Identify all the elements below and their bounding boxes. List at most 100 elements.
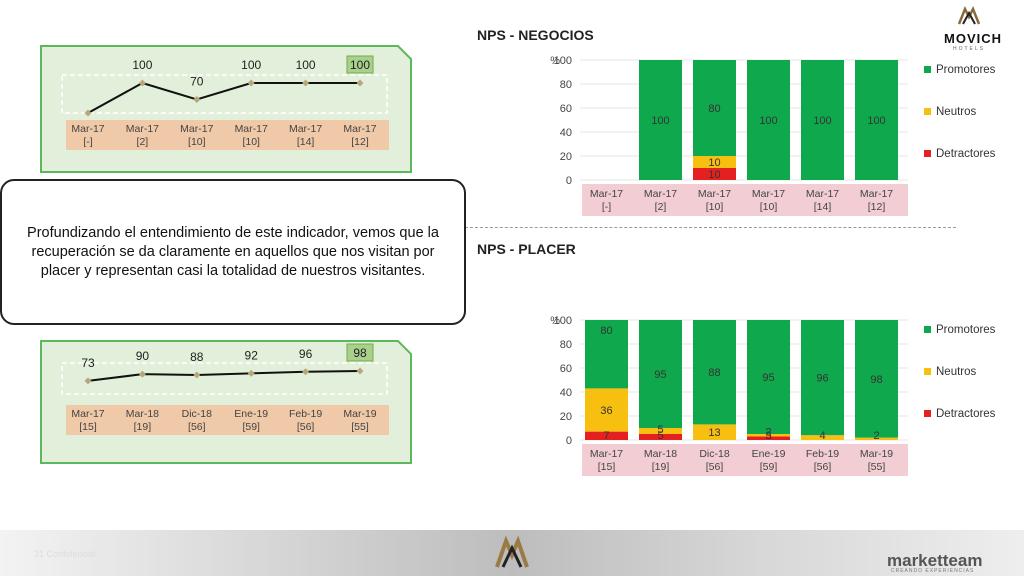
placer-stack-value-label: 5 <box>657 430 663 442</box>
placer-trend-point <box>356 367 364 375</box>
placer-stack-value-label: 96 <box>816 373 828 385</box>
negocios-stack-legend-swatch <box>924 108 931 115</box>
negocios-trend-value-label: 100 <box>241 58 261 72</box>
placer-stack-value-label: 80 <box>600 325 612 337</box>
negocios-stack-legend-label: Promotores <box>936 64 996 76</box>
placer-stacked-chart: 020406080100%73680559513883295496298Mar-… <box>550 315 996 476</box>
placer-stack-value-label: 95 <box>762 372 774 384</box>
negocios-stack-sublabel: [10] <box>706 201 724 213</box>
negocios-stack-sublabel: [2] <box>655 201 667 213</box>
negocios-stack-sublabel: [10] <box>760 201 778 213</box>
negocios-stack-legend-label: Detractores <box>936 148 996 160</box>
marketteam-brand: marketteam <box>887 551 983 570</box>
placer-trend-category-label: Mar-17 <box>71 408 104 420</box>
placer-stack-bar-promotores <box>639 320 682 428</box>
placer-stack-bar-neutros <box>585 388 628 432</box>
placer-stack-bar-promotores <box>747 320 790 434</box>
placer-stack-sublabel: [56] <box>706 461 724 473</box>
negocios-trend-value-label: 100 <box>350 58 370 72</box>
negocios-stack-label-band <box>582 184 908 216</box>
negocios-stack-legend-swatch <box>924 150 931 157</box>
placer-stack-bar-neutros <box>801 435 844 440</box>
placer-trend-value-label: 96 <box>299 347 313 361</box>
negocios-stack-category-label: Mar-17 <box>590 188 623 200</box>
negocios-stack-legend-label: Neutros <box>936 106 977 118</box>
placer-trend-point <box>84 377 92 385</box>
placer-stack-sublabel: [55] <box>868 461 886 473</box>
placer-trend-category-label: Mar-19 <box>343 408 376 420</box>
placer-stack-bar-promotores <box>585 320 628 389</box>
placer-stack-category-label: Feb-19 <box>806 448 839 460</box>
placer-stack-ytick-label: 60 <box>560 363 572 375</box>
negocios-trend-point <box>84 109 92 117</box>
placer-stack-bar-promotores <box>855 320 898 438</box>
negocios-stack-value-label: 10 <box>708 169 720 181</box>
placer-stack-category-label: Mar-18 <box>644 448 677 460</box>
negocios-stack-category-label: Mar-17 <box>806 188 839 200</box>
insight-callout: Profundizando el entendimiento de este i… <box>0 179 466 325</box>
placer-trend-point <box>138 370 146 378</box>
negocios-stack-category-label: Mar-17 <box>860 188 893 200</box>
logo-text: MOVICH <box>944 31 1002 46</box>
placer-trend-point <box>247 369 255 377</box>
placer-trend-sublabel: [55] <box>351 421 369 433</box>
placer-stack-bar-neutros <box>693 424 736 440</box>
placer-trend-value-label: 98 <box>353 346 367 360</box>
placer-trend-label-band <box>66 405 389 435</box>
negocios-stack-ytick-label: 60 <box>560 103 572 115</box>
placer-stack-ytick-label: 40 <box>560 387 572 399</box>
placer-stack-bar-neutros <box>747 434 790 437</box>
placer-trend-sublabel: [15] <box>79 421 97 433</box>
placer-stack-bar-neutros <box>855 437 898 440</box>
placer-trend-value-label: 73 <box>81 356 95 370</box>
negocios-trend-label-band <box>66 120 389 150</box>
placer-stack-value-label: 4 <box>819 430 825 442</box>
placer-stack-ytick-label: 20 <box>560 411 572 423</box>
placer-stack-ytick-label: 0 <box>566 435 572 447</box>
placer-trend-sublabel: [59] <box>242 421 260 433</box>
placer-stack-category-label: Mar-17 <box>590 448 623 460</box>
negocios-trend-sublabel: [12] <box>351 136 369 148</box>
placer-stack-bar-promotores <box>801 320 844 436</box>
negocios-trend-sublabel: [10] <box>242 136 260 148</box>
placer-trend-category-label: Feb-19 <box>289 408 322 420</box>
negocios-stack-value-label: 100 <box>759 115 777 127</box>
negocios-stack-ylabel: % <box>550 55 560 67</box>
negocios-trend-point <box>193 96 201 103</box>
negocios-stack-sublabel: [-] <box>602 201 611 213</box>
placer-stack-bar-neutros <box>639 428 682 434</box>
placer-trend-value-label: 88 <box>190 350 204 364</box>
footer-logo-icon <box>495 535 529 568</box>
section-divider <box>460 227 956 228</box>
negocios-stack-value-label: 80 <box>708 103 720 115</box>
placer-trend-point <box>193 371 201 379</box>
marketteam-sub: CREANDO EXPERIENCIAS <box>891 568 975 574</box>
placer-trend-sublabel: [19] <box>134 421 152 433</box>
placer-stack-sublabel: [59] <box>760 461 778 473</box>
placer-stack-legend-swatch <box>924 410 931 417</box>
negocios-stack-bar-promotores <box>747 60 790 180</box>
placer-stack-value-label: 88 <box>708 367 720 379</box>
negocios-trend-highlight-box <box>346 55 374 74</box>
placer-trend-dashed-frame <box>61 362 388 395</box>
placer-stack-category-label: Ene-19 <box>752 448 786 460</box>
negocios-trend-point <box>356 79 364 87</box>
negocios-stack-ytick-label: 20 <box>560 151 572 163</box>
negocios-stack-ytick-label: 0 <box>566 175 572 187</box>
placer-stack-legend-label: Detractores <box>936 408 996 420</box>
negocios-trend-category-label: Mar-17 <box>126 123 159 135</box>
placer-stack-legend-swatch <box>924 326 931 333</box>
insight-text: Profundizando el entendimiento de este i… <box>27 224 439 279</box>
negocios-stack-legend-swatch <box>924 66 931 73</box>
negocios-title: NPS - NEGOCIOS <box>477 27 594 43</box>
placer-stack-value-label: 2 <box>765 426 771 438</box>
negocios-stack-sublabel: [12] <box>868 201 886 213</box>
placer-trend-sublabel: [56] <box>297 421 315 433</box>
placer-stack-legend-label: Promotores <box>936 324 996 336</box>
negocios-stack-sublabel: [14] <box>814 201 832 213</box>
placer-trend-category-label: Mar-18 <box>126 408 159 420</box>
placer-stack-value-label: 7 <box>603 430 609 442</box>
negocios-stack-category-label: Mar-17 <box>698 188 731 200</box>
